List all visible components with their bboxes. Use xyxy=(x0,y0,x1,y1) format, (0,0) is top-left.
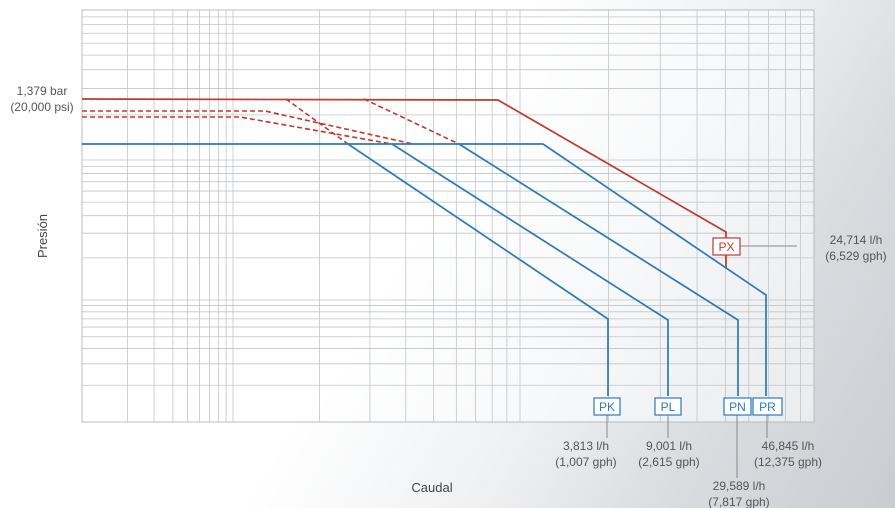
max-flow-gph-pn: (7,817 gph) xyxy=(708,495,769,508)
max-flow-pl: 9,001 l/h xyxy=(646,439,692,453)
tag-label-pk: PK xyxy=(599,400,615,414)
plot-frame xyxy=(81,9,815,423)
tag-box-pr xyxy=(752,397,783,416)
max-flow-gph-pr: (12,375 gph) xyxy=(754,455,822,469)
red-dashed-line xyxy=(82,110,414,145)
x-axis-title: Caudal xyxy=(411,480,452,495)
y-axis-title: Presión xyxy=(35,214,50,258)
tag-box-px xyxy=(712,237,741,256)
max-flow-pk: 3,813 l/h xyxy=(563,439,609,453)
tag-box-pn xyxy=(723,397,752,416)
tag-label-pl: PL xyxy=(661,400,676,414)
red-dashed-line xyxy=(363,98,460,145)
tag-label-pn: PN xyxy=(729,400,746,414)
series-line-pn xyxy=(392,143,739,396)
tag-box-pl xyxy=(654,397,682,416)
max-flow-gph-px: (6,529 gph) xyxy=(825,249,886,263)
max-flow-gph-pl: (2,615 gph) xyxy=(638,455,699,469)
max-pressure-bar: 1,379 bar xyxy=(17,84,68,98)
tag-label-px: PX xyxy=(718,240,734,254)
red-dashed-line xyxy=(285,98,349,145)
tag-box-pk xyxy=(593,397,621,416)
max-flow-pr: 46,845 l/h xyxy=(762,439,815,453)
series-line-pl xyxy=(348,143,669,396)
tag-label-pr: PR xyxy=(759,400,776,414)
series-line-pk xyxy=(82,143,609,396)
red-dashed-line xyxy=(82,116,393,145)
max-flow-px: 24,714 l/h xyxy=(830,233,883,247)
max-flow-pn: 29,589 l/h xyxy=(713,479,766,493)
max-flow-gph-pk: (1,007 gph) xyxy=(555,455,616,469)
max-pressure-psi: (20,000 psi) xyxy=(10,100,73,114)
series-line-pr xyxy=(459,143,767,396)
